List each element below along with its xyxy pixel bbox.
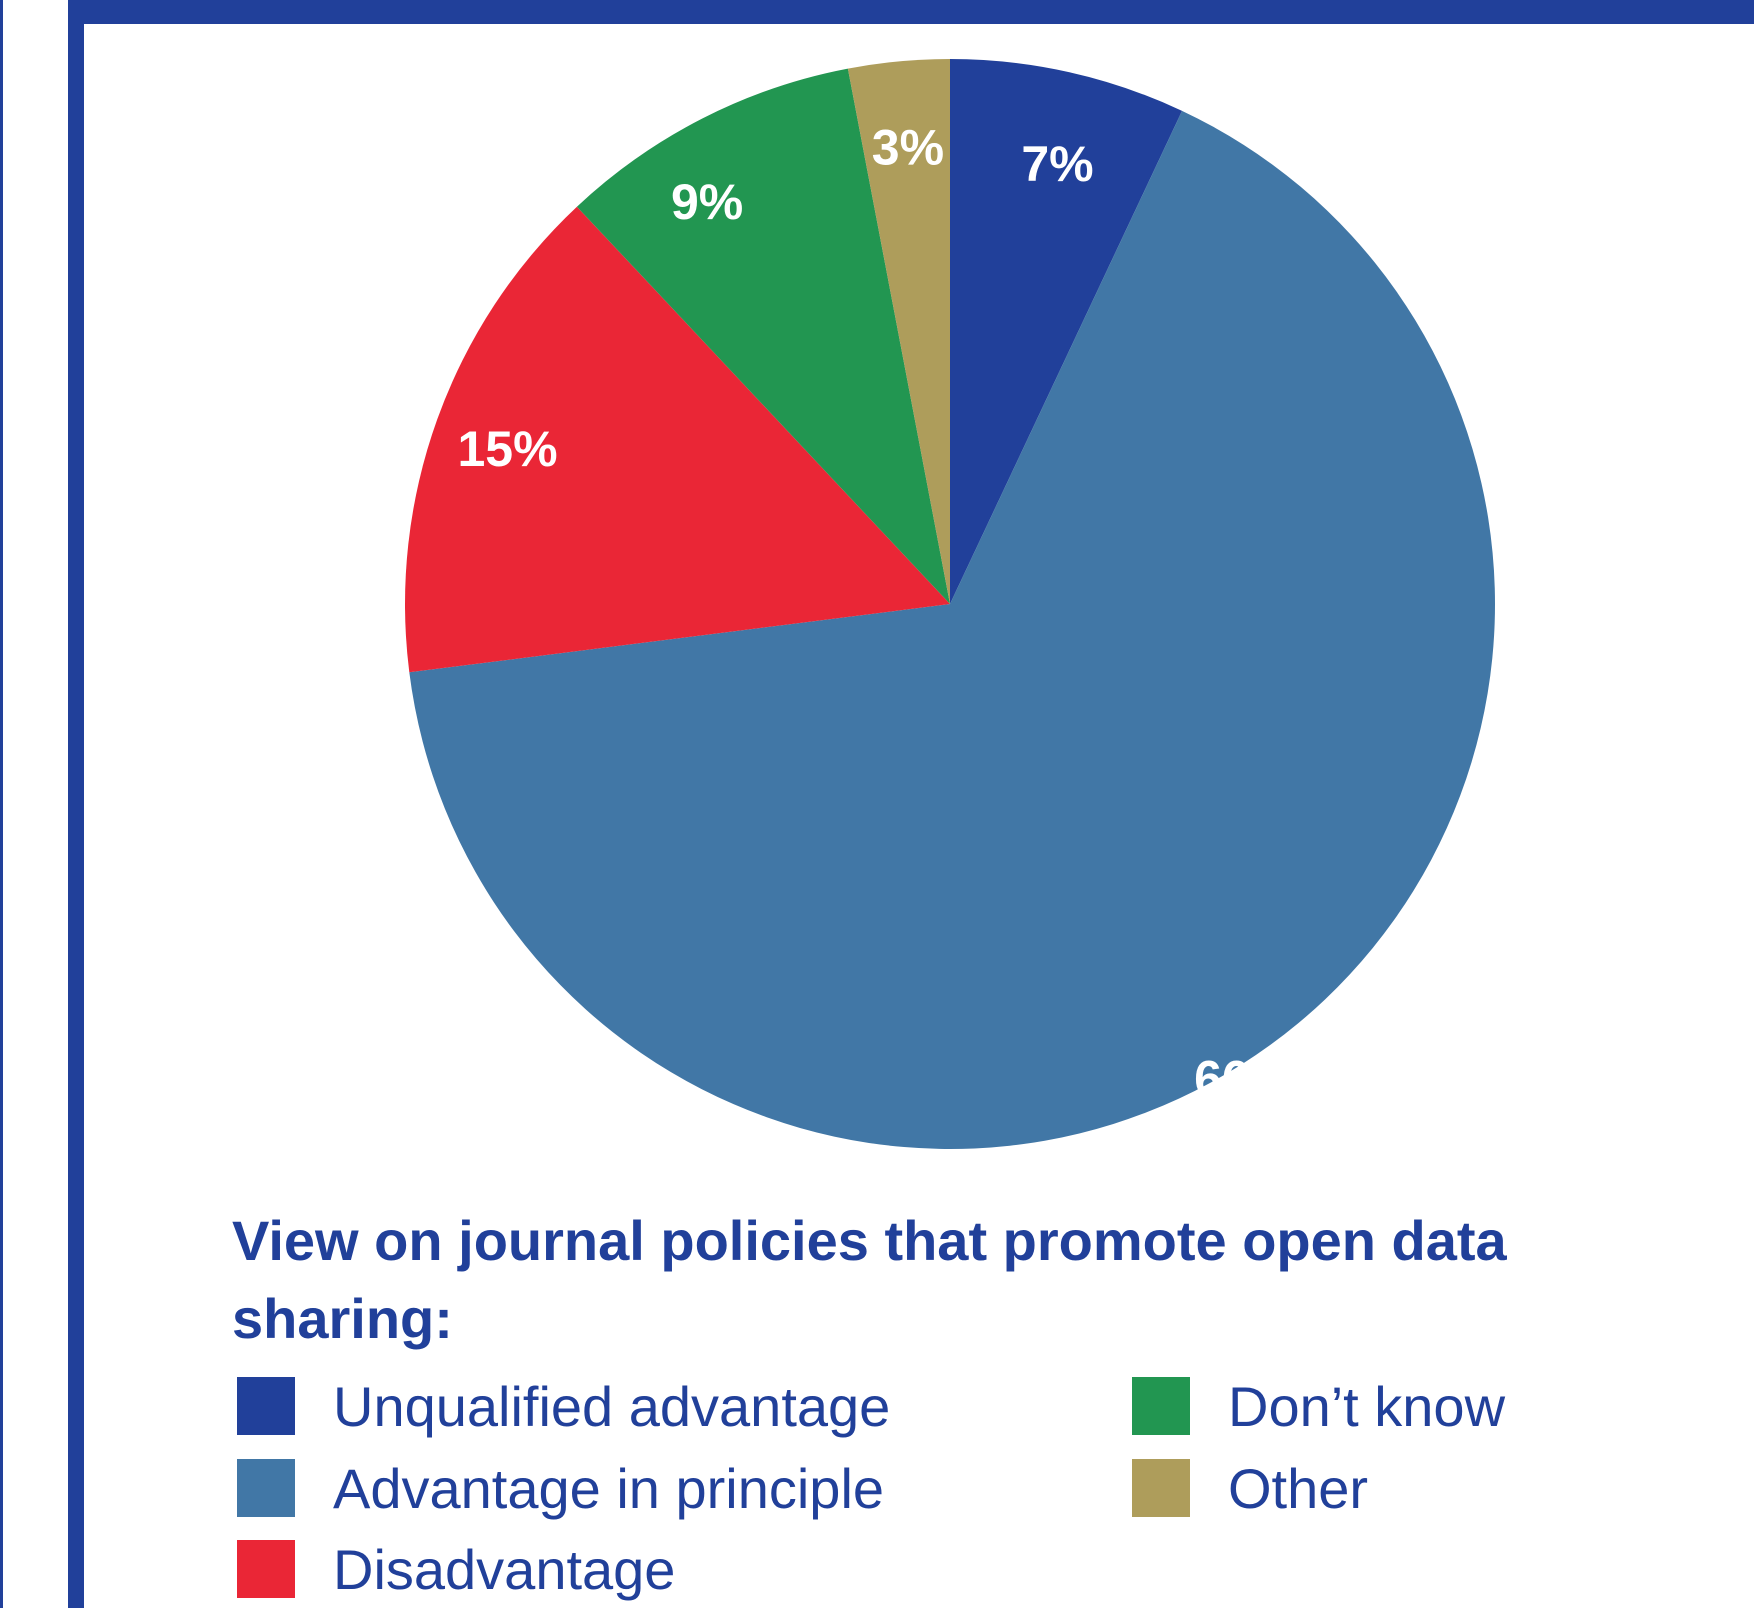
legend-label-disadvantage: Disadvantage: [333, 1537, 676, 1601]
legend-label-advantage-in-principle: Advantage in principle: [333, 1456, 885, 1520]
frame-left-border: [68, 0, 84, 1608]
frame-outer-border: [0, 0, 3, 1608]
pie-label-dont-know: 9%: [671, 174, 743, 230]
pie-label-unqualified-advantage: 7%: [1021, 136, 1093, 192]
legend-swatch-dont-know: [1132, 1377, 1190, 1435]
legend-item-unqualified-advantage: Unqualified advantage: [237, 1374, 891, 1438]
pie-slice-disadvantage: [405, 206, 950, 673]
legend-label-other: Other: [1228, 1456, 1369, 1520]
legend-swatch-disadvantage: [237, 1540, 295, 1598]
pie-label-advantage-in-principle: 66%: [1194, 1051, 1294, 1107]
legend-item-advantage-in-principle: Advantage in principle: [237, 1456, 885, 1520]
pie-label-other: 3%: [872, 119, 944, 175]
legend-label-unqualified-advantage: Unqualified advantage: [333, 1374, 891, 1438]
frame-top-border: [68, 0, 1754, 24]
legend-item-other: Other: [1132, 1456, 1369, 1520]
legend-item-disadvantage: Disadvantage: [237, 1537, 676, 1601]
legend-label-dont-know: Don’t know: [1228, 1374, 1506, 1438]
chart-title: View on journal policies that promote op…: [232, 1209, 1507, 1350]
pie-slice-advantage-in-principle: [409, 110, 1495, 1149]
pie-label-disadvantage: 15%: [457, 421, 557, 477]
pie-slice-other: [847, 59, 950, 604]
legend-item-dont-know: Don’t know: [1132, 1374, 1506, 1438]
pie-slice-dont-know: [576, 68, 950, 605]
legend-swatch-other: [1132, 1459, 1190, 1517]
pie-slice-unqualified-advantage: [950, 59, 1183, 604]
legend-swatch-advantage-in-principle: [237, 1459, 295, 1517]
legend-swatch-unqualified-advantage: [237, 1377, 295, 1435]
